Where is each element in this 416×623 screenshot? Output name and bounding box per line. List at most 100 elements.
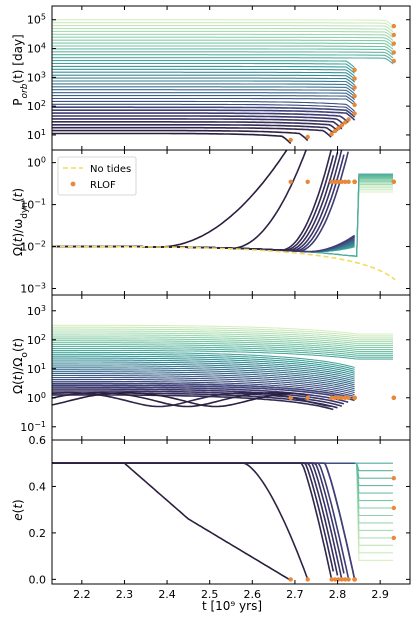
legend-no-tides-label: No tides xyxy=(90,164,131,175)
series-line xyxy=(52,132,292,145)
series-line xyxy=(52,103,355,115)
series-line xyxy=(52,462,393,517)
ylabel-eccentricity: e(t) xyxy=(11,499,25,520)
series-line xyxy=(52,462,393,487)
series-line xyxy=(52,80,355,89)
series-line xyxy=(52,45,394,53)
series-line xyxy=(52,330,393,341)
y-tick-label: 105 xyxy=(27,12,46,27)
series-line xyxy=(52,39,394,47)
y-tick-label: 10−1 xyxy=(20,419,46,434)
rlof-point xyxy=(352,179,357,184)
x-tick-label: 2.8 xyxy=(329,588,347,601)
rlof-point xyxy=(346,179,351,184)
series-line xyxy=(52,60,355,69)
series-line xyxy=(52,124,334,134)
rlof-point xyxy=(339,395,344,400)
series-line xyxy=(52,462,349,578)
series-line xyxy=(52,382,355,400)
series-line xyxy=(52,74,355,83)
series-line xyxy=(52,324,393,335)
series-line xyxy=(52,42,394,50)
series-line xyxy=(52,77,355,86)
series-line xyxy=(52,380,355,398)
rlof-point xyxy=(288,137,293,143)
y-tick-label: 102 xyxy=(27,332,46,347)
series-line xyxy=(52,462,393,539)
rlof-point xyxy=(332,128,338,134)
series-line xyxy=(52,367,355,384)
series-line xyxy=(52,462,345,574)
y-tick-label: 104 xyxy=(27,41,46,56)
series-line xyxy=(52,365,355,382)
series-line xyxy=(52,369,355,386)
series-line xyxy=(52,462,393,494)
rlof-point xyxy=(336,395,341,400)
series-line xyxy=(52,19,394,27)
series-line xyxy=(52,391,291,408)
y-tick-label: 100 xyxy=(27,390,46,405)
series-line xyxy=(52,48,394,56)
legend-rlof-swatch xyxy=(70,181,76,187)
series-line xyxy=(52,363,355,380)
legend-rlof-label: RLOF xyxy=(90,180,116,191)
rlof-point xyxy=(329,179,334,184)
rlof-point xyxy=(343,577,348,582)
rlof-point xyxy=(305,577,310,582)
rlof-point xyxy=(305,134,310,140)
rlof-point xyxy=(391,41,396,46)
series-line xyxy=(52,340,393,351)
rlof-point xyxy=(352,67,357,73)
series-line xyxy=(52,345,393,356)
rlof-point xyxy=(339,577,344,582)
x-tick-label: 2.3 xyxy=(116,588,134,601)
rlof-point xyxy=(329,395,334,400)
x-tick-label: 2.6 xyxy=(244,588,262,601)
rlof-point xyxy=(391,505,396,511)
series-line xyxy=(52,237,355,253)
y-tick-label: 0.0 xyxy=(29,573,47,586)
series-line xyxy=(52,236,355,253)
series-line xyxy=(52,462,393,546)
series-line xyxy=(52,100,355,112)
series-line xyxy=(52,359,355,376)
no-tides-line xyxy=(52,245,396,281)
rlof-point xyxy=(332,577,338,582)
series-line xyxy=(52,462,291,581)
series-line xyxy=(52,65,355,74)
y-tick-label: 0.2 xyxy=(29,527,47,540)
xlabel: t [10⁹ yrs] xyxy=(202,599,262,613)
series-line xyxy=(52,388,345,405)
series-line xyxy=(52,344,393,354)
series-line xyxy=(52,30,394,39)
series-line xyxy=(52,462,356,580)
y-tick-label: 101 xyxy=(27,361,46,376)
rlof-point xyxy=(332,179,338,184)
series-line xyxy=(52,462,393,479)
series-line xyxy=(52,71,355,80)
series-line xyxy=(52,334,393,345)
series-line xyxy=(52,92,355,101)
rlof-point xyxy=(352,93,357,99)
rlof-point xyxy=(391,395,396,400)
series-line xyxy=(52,349,393,360)
x-tick-label: 2.9 xyxy=(371,588,389,601)
series-line xyxy=(52,355,355,372)
rlof-point xyxy=(336,126,341,131)
rlof-point xyxy=(288,577,293,582)
panel-frame xyxy=(51,439,411,585)
rlof-point xyxy=(391,476,396,481)
rlof-point xyxy=(329,577,334,582)
rlof-point xyxy=(346,577,351,582)
rlof-point xyxy=(339,179,344,184)
series-line xyxy=(52,129,309,142)
x-tick-label: 2.5 xyxy=(201,588,219,601)
series-line xyxy=(52,462,393,509)
series-line xyxy=(52,462,356,580)
series-line xyxy=(52,357,355,374)
rlof-point xyxy=(343,120,348,125)
series-line xyxy=(52,462,393,502)
series-line xyxy=(52,97,355,106)
series-line xyxy=(52,373,355,390)
